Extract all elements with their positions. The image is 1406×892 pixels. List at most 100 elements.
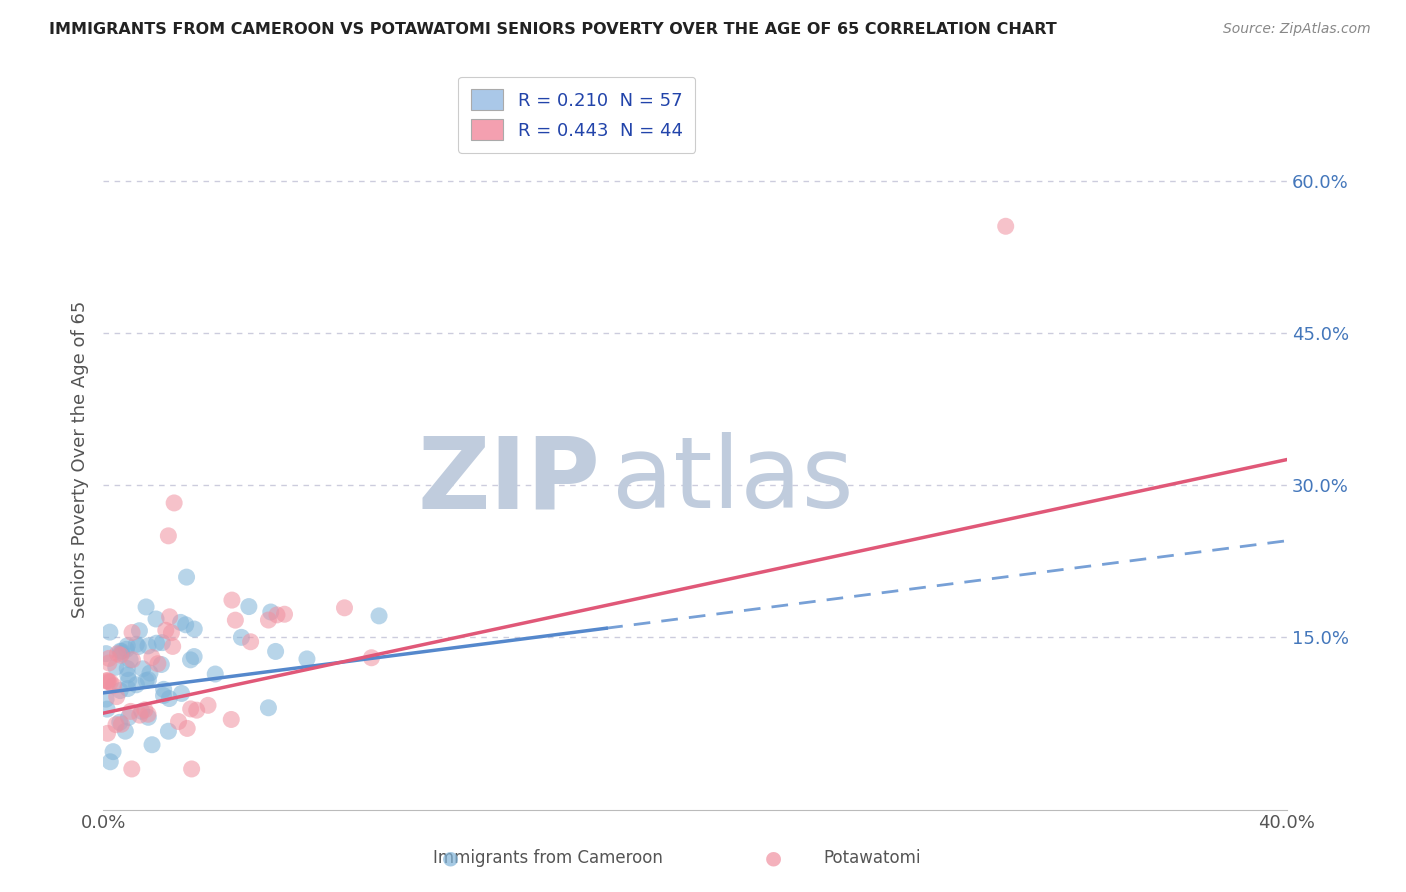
Point xyxy=(160,625,183,640)
Point xyxy=(110,644,132,658)
Point xyxy=(105,690,128,704)
Point xyxy=(136,707,159,722)
Point xyxy=(180,762,202,776)
Point xyxy=(97,656,120,670)
Legend: R = 0.210  N = 57, R = 0.443  N = 44: R = 0.210 N = 57, R = 0.443 N = 44 xyxy=(458,77,695,153)
Point xyxy=(994,219,1017,234)
Point xyxy=(111,644,134,658)
Point xyxy=(120,653,142,667)
Point xyxy=(333,600,356,615)
Point xyxy=(150,657,173,672)
Point xyxy=(104,660,127,674)
Point xyxy=(110,717,132,731)
Text: atlas: atlas xyxy=(612,432,853,529)
Point xyxy=(183,649,205,664)
Point xyxy=(146,657,169,671)
Point xyxy=(103,679,125,693)
Point xyxy=(114,724,136,739)
Point xyxy=(155,624,177,638)
Point xyxy=(152,689,174,703)
Point xyxy=(163,496,186,510)
Point xyxy=(204,667,226,681)
Point xyxy=(157,724,180,739)
Text: Source: ZipAtlas.com: Source: ZipAtlas.com xyxy=(1223,22,1371,37)
Point xyxy=(273,607,295,622)
Point xyxy=(94,692,117,706)
Point xyxy=(138,673,160,687)
Point xyxy=(117,681,139,696)
Point xyxy=(108,683,131,698)
Point xyxy=(219,713,242,727)
Point xyxy=(96,726,118,740)
Point xyxy=(231,631,253,645)
Point xyxy=(136,639,159,653)
Point xyxy=(221,593,243,607)
Point xyxy=(98,755,121,769)
Point xyxy=(97,651,120,665)
Point xyxy=(183,622,205,636)
Point xyxy=(115,642,138,657)
Point xyxy=(152,682,174,697)
Point xyxy=(128,624,150,638)
Point xyxy=(125,637,148,651)
Point xyxy=(139,666,162,681)
Point xyxy=(150,635,173,649)
Point xyxy=(98,625,121,640)
Point xyxy=(131,704,153,718)
Point xyxy=(176,570,198,584)
Point xyxy=(180,702,202,716)
Point xyxy=(159,609,181,624)
Point xyxy=(266,607,288,622)
Text: ●: ● xyxy=(765,848,782,867)
Point xyxy=(101,745,124,759)
Point xyxy=(260,605,283,619)
Point xyxy=(170,686,193,700)
Point xyxy=(121,653,143,667)
Point xyxy=(117,710,139,724)
Point xyxy=(110,648,132,663)
Point xyxy=(118,673,141,688)
Point xyxy=(97,674,120,689)
Point xyxy=(134,703,156,717)
Text: ●: ● xyxy=(441,848,458,867)
Point xyxy=(97,673,120,688)
Point xyxy=(141,738,163,752)
Point xyxy=(264,644,287,658)
Point xyxy=(107,647,129,661)
Point xyxy=(96,702,118,716)
Point xyxy=(98,675,121,690)
Text: Immigrants from Cameroon: Immigrants from Cameroon xyxy=(433,849,664,867)
Point xyxy=(94,647,117,661)
Point xyxy=(157,529,180,543)
Text: IMMIGRANTS FROM CAMEROON VS POTAWATOMI SENIORS POVERTY OVER THE AGE OF 65 CORREL: IMMIGRANTS FROM CAMEROON VS POTAWATOMI S… xyxy=(49,22,1057,37)
Point xyxy=(117,639,139,653)
Point xyxy=(257,700,280,714)
Point xyxy=(167,714,190,729)
Point xyxy=(135,673,157,688)
Point xyxy=(169,615,191,630)
Point xyxy=(121,625,143,640)
Point xyxy=(108,715,131,730)
Point xyxy=(141,650,163,665)
Point xyxy=(132,662,155,676)
Point xyxy=(145,612,167,626)
Point xyxy=(120,705,142,719)
Point xyxy=(136,710,159,724)
Point xyxy=(180,653,202,667)
Point xyxy=(111,646,134,660)
Point xyxy=(360,650,382,665)
Y-axis label: Seniors Poverty Over the Age of 65: Seniors Poverty Over the Age of 65 xyxy=(72,301,89,618)
Point xyxy=(115,661,138,675)
Point xyxy=(125,678,148,692)
Point xyxy=(239,634,262,648)
Point xyxy=(174,617,197,632)
Point xyxy=(238,599,260,614)
Point xyxy=(176,722,198,736)
Point xyxy=(127,640,149,654)
Point xyxy=(157,691,180,706)
Point xyxy=(224,613,246,627)
Point xyxy=(105,717,128,731)
Point xyxy=(186,703,208,717)
Text: ZIP: ZIP xyxy=(418,432,600,529)
Point xyxy=(128,708,150,723)
